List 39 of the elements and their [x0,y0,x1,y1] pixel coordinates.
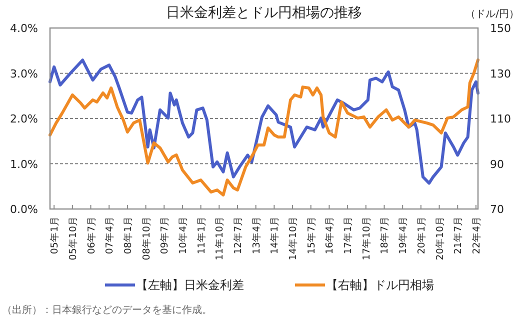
legend-label: 【右軸】ドル円相場 [326,278,434,292]
x-tick-label: 22年4月 [470,216,482,254]
x-tick-label: 11年10月 [214,216,226,260]
x-tick-label: 08年10月 [140,216,152,260]
x-tick-label: 07年4月 [104,216,116,254]
y2-tick-label: 110 [490,112,511,126]
x-tick-label: 14年10月 [287,216,300,260]
x-tick-label: 15年7月 [305,216,318,254]
y-tick-label: 3.0% [10,67,38,80]
chart-title: 日米金利差とドル円相場の推移 [166,5,362,21]
x-tick-label: 05年1月 [48,216,61,254]
text: （出所）：日本銀行などのデータを基に作成。 [2,304,212,316]
y2-tick-label: 70 [490,203,504,216]
x-tick-label: 20年10月 [434,216,446,260]
x-tick-label: 19年4月 [397,216,410,254]
x-tick-label: 18年7月 [378,216,391,254]
y-tick-label: 2.0% [10,112,38,126]
x-tick-label: 12年7月 [232,216,244,254]
x-tick-label: 20年1月 [415,216,428,254]
y-tick-label: 0.0% [10,203,38,216]
x-tick-label: 14年1月 [268,216,281,254]
legend-label: 【左軸】日米金利差 [136,278,244,292]
x-tick-label: 13年4月 [250,216,262,254]
x-tick-label: 16年4月 [324,216,336,254]
x-tick-label: 17年10月 [360,216,372,260]
y2-tick-label: 150 [490,22,511,35]
y2-axis-title: （ドル/円） [466,9,519,20]
x-tick-label: 08年1月 [122,216,134,254]
y-tick-label: 4.0% [10,22,38,35]
x-tick-label: 09年7月 [158,216,171,254]
x-tick-label: 06年7月 [85,216,98,254]
y2-tick-label: 90 [490,158,504,171]
y2-tick-label: 130 [490,67,511,80]
y-tick-label: 1.0% [10,158,38,171]
x-tick-label: 11年1月 [195,216,208,254]
x-tick-label: 10年4月 [176,216,189,254]
x-tick-label: 21年7月 [452,216,464,254]
x-tick-label: 17年1月 [342,216,354,254]
x-tick-label: 05年10月 [66,216,79,260]
